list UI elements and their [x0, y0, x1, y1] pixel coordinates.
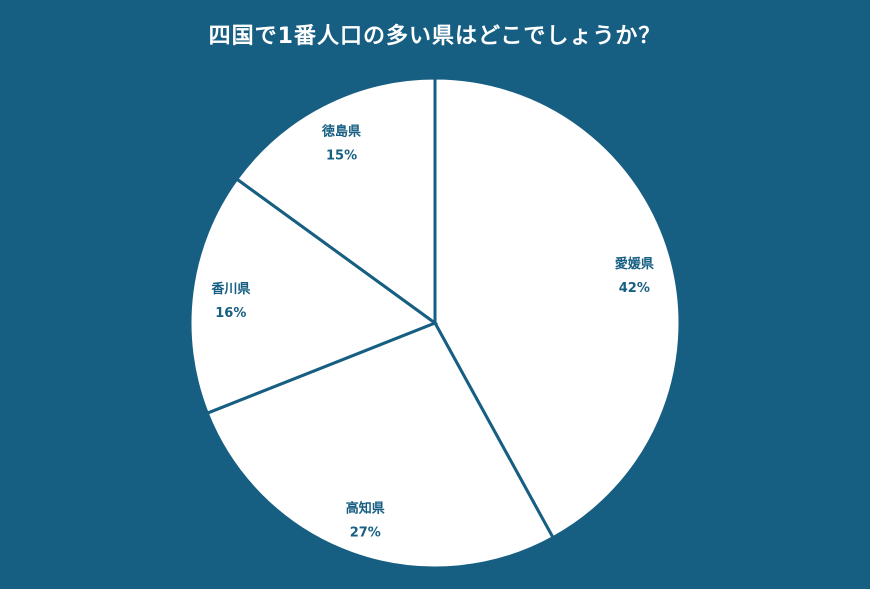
pie-slice-4 — [234, 76, 437, 326]
pie-slice-2 — [205, 321, 556, 570]
slice-value-label: 27% — [350, 526, 381, 541]
pie-slice-1 — [433, 76, 682, 540]
slice-value-label: 15% — [326, 149, 357, 164]
slice-category-label: 徳島県 — [321, 124, 361, 140]
slice-category-label: 高知県 — [346, 501, 385, 517]
slice-value-label: 16% — [215, 306, 246, 321]
slice-category-label: 愛媛県 — [615, 256, 654, 272]
slice-category-label: 香川県 — [210, 281, 250, 297]
slice-value-label: 42% — [619, 281, 650, 296]
pie-slice-3 — [188, 176, 439, 416]
chart-title: 四国で1番人口の多い県はどこでしょうか？ — [208, 24, 662, 49]
